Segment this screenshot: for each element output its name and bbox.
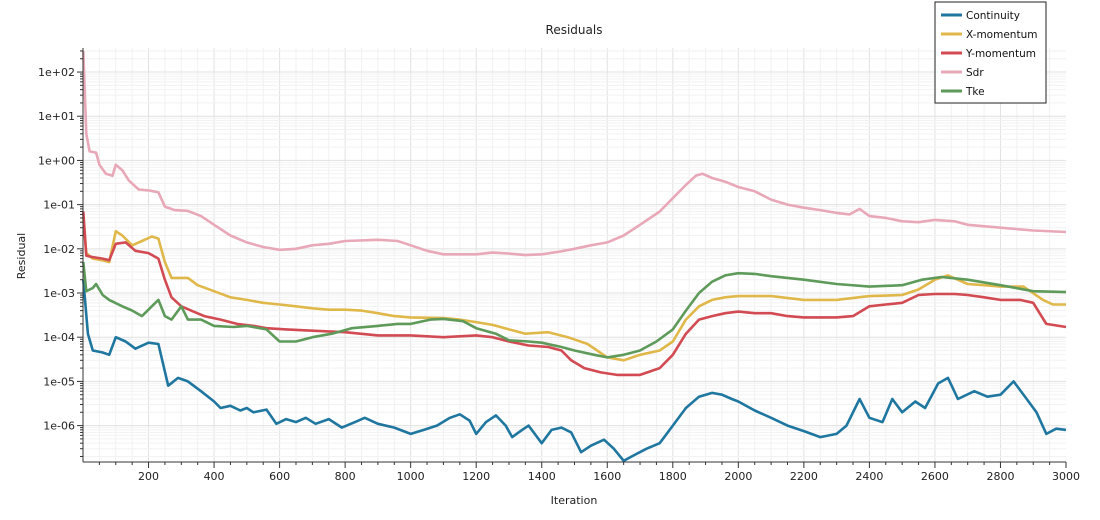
x-tick-label: 1800 xyxy=(659,470,687,483)
series-line-tke xyxy=(82,261,1067,359)
grid xyxy=(83,48,1066,462)
y-tick-label: 1e+02 xyxy=(38,66,75,79)
chart-title: Residuals xyxy=(546,23,603,37)
series-line-sdr xyxy=(82,50,1067,257)
x-tick-label: 3000 xyxy=(1052,470,1080,483)
x-tick-label: 200 xyxy=(138,470,159,483)
x-axis-title: Iteration xyxy=(551,494,598,507)
x-tick-label: 2800 xyxy=(986,470,1014,483)
axes: 200 400 600 800 1000 1200 1400 1600 1800 2000 2200… xyxy=(38,48,1080,483)
x-tick-label: 2600 xyxy=(921,470,949,483)
x-tick-label: 2400 xyxy=(855,470,883,483)
y-tick-label: 1e-04 xyxy=(43,331,75,344)
y-tick-label: 1e+01 xyxy=(38,110,75,123)
y-tick-label: 1e-01 xyxy=(43,199,75,212)
y-tick-label: 1e+00 xyxy=(38,154,75,167)
legend-label-x-momentum: X-momentum xyxy=(966,29,1037,41)
x-tick-label: 2200 xyxy=(790,470,818,483)
x-tick-label: 800 xyxy=(335,470,356,483)
y-tick-label: 1e-06 xyxy=(43,420,75,433)
y-tick-label: 1e-02 xyxy=(43,243,75,256)
legend-label-sdr: Sdr xyxy=(966,67,984,79)
x-tick-label: 1600 xyxy=(593,470,621,483)
series-line-y-momentum xyxy=(82,211,1067,377)
x-tick-label: 400 xyxy=(204,470,225,483)
legend-label-continuity: Continuity xyxy=(966,10,1020,22)
x-tick-label: 2000 xyxy=(724,470,752,483)
legend: Continuity X-momentum Y-momentum Sdr Tke xyxy=(934,1,1047,104)
series-line-continuity xyxy=(82,279,1067,463)
legend-label-tke: Tke xyxy=(965,86,985,98)
series-line-x-momentum xyxy=(82,217,1066,362)
y-tick-label: 1e-03 xyxy=(43,287,75,300)
x-tick-label: 1400 xyxy=(528,470,556,483)
x-tick-label: 1000 xyxy=(397,470,425,483)
y-tick-label: 1e-05 xyxy=(43,375,75,388)
x-tick-label: 1200 xyxy=(462,470,490,483)
legend-label-y-momentum: Y-momentum xyxy=(965,48,1036,60)
x-tick-label: 600 xyxy=(269,470,290,483)
series-lines xyxy=(82,50,1067,463)
y-axis-title: Residual xyxy=(15,233,28,279)
